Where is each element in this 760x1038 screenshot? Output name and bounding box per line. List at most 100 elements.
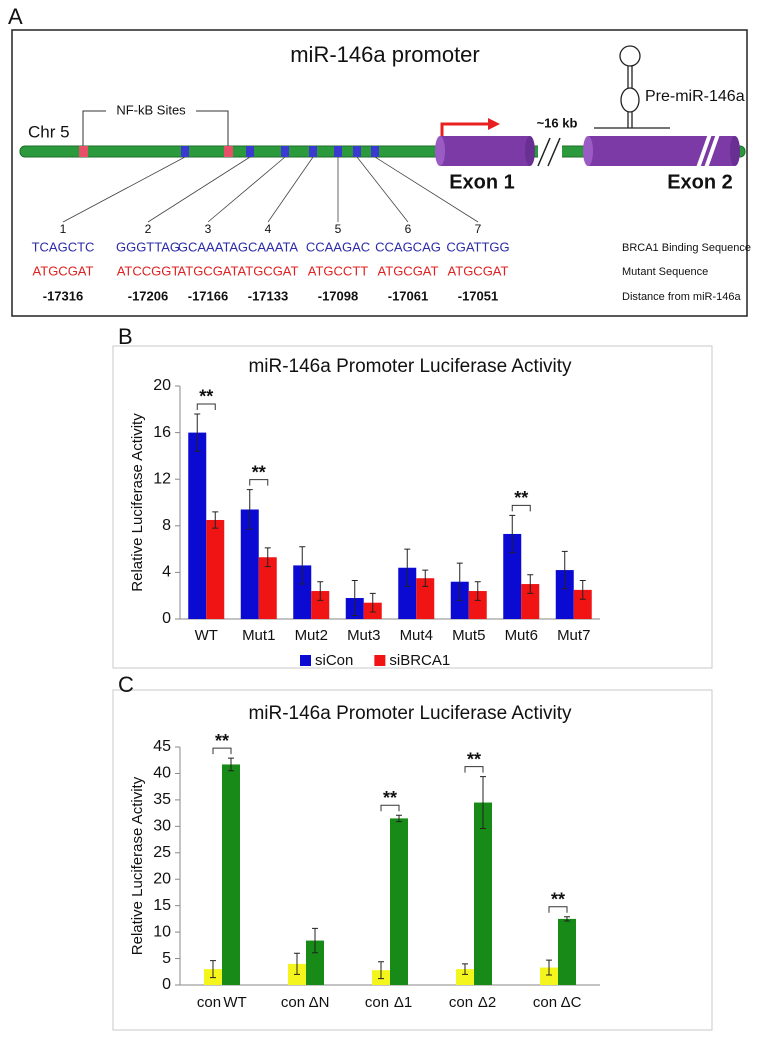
significance-label: ** — [551, 890, 565, 910]
site-number: 1 — [60, 222, 67, 236]
y-tick-label: 15 — [153, 897, 171, 914]
x-tick-label: Mut3 — [347, 627, 380, 644]
y-axis-label: Relative Luciferase Activity — [129, 776, 146, 955]
x-tick-label: Mut2 — [295, 627, 328, 644]
significance-label: ** — [467, 749, 481, 769]
chart-title: miR-146a Promoter Luciferase Activity — [248, 356, 572, 377]
x-tick-label: con — [449, 994, 473, 1011]
legend-swatch — [300, 655, 311, 666]
bar — [558, 919, 576, 985]
legend-label: siCon — [315, 652, 353, 669]
site-distance: -17166 — [188, 288, 228, 303]
legend-swatch — [374, 655, 385, 666]
exon-1-end — [435, 136, 445, 166]
exon-1-end — [525, 136, 535, 166]
nfkb-site — [79, 146, 88, 157]
bar — [188, 433, 206, 619]
site-distance: -17051 — [458, 288, 498, 303]
mutant-sequence: ATGCGAT — [378, 263, 439, 278]
binding-sequence: GCAAATA — [238, 239, 299, 254]
x-tick-label: WT — [195, 627, 218, 644]
site-number: 7 — [475, 222, 482, 236]
binding-site — [309, 146, 317, 157]
y-tick-label: 35 — [153, 791, 171, 808]
binding-site — [371, 146, 379, 157]
hairpin-stem — [628, 66, 632, 88]
site-number: 4 — [265, 222, 272, 236]
panel-label: B — [118, 324, 133, 349]
gap-label: ~16 kb — [537, 115, 578, 130]
y-tick-label: 20 — [153, 377, 171, 394]
y-tick-label: 20 — [153, 870, 171, 887]
hairpin-loop — [621, 88, 639, 112]
site-distance: -17061 — [388, 288, 428, 303]
site-connector — [268, 157, 313, 222]
tss-arrow — [442, 124, 490, 136]
chromosome-label: Chr 5 — [28, 122, 70, 141]
y-tick-label: 4 — [162, 564, 171, 581]
exon-2-end — [730, 136, 740, 166]
x-tick-label: Mut7 — [557, 627, 590, 644]
x-tick-label: Δ2 — [478, 994, 496, 1011]
mutant-sequence: ATGCCTT — [308, 263, 368, 278]
y-tick-label: 8 — [162, 517, 171, 534]
hairpin-loop — [620, 46, 640, 66]
plot-frame — [113, 690, 712, 1030]
x-tick-label: Mut6 — [505, 627, 538, 644]
significance-label: ** — [252, 462, 266, 482]
bar — [390, 818, 408, 985]
y-tick-label: 40 — [153, 765, 171, 782]
x-tick-label: ΔN — [309, 994, 330, 1011]
binding-site — [334, 146, 342, 157]
exon-1-label: Exon 1 — [449, 171, 515, 193]
y-tick-label: 16 — [153, 424, 171, 441]
y-tick-label: 0 — [162, 610, 171, 627]
mutant-sequence: ATGCGAT — [33, 263, 94, 278]
nfkb-site — [224, 146, 233, 157]
exon-1 — [440, 136, 530, 166]
chart-title: miR-146a Promoter Luciferase Activity — [248, 703, 572, 724]
tss-arrowhead — [488, 118, 500, 130]
diagram-title: miR-146a promoter — [290, 42, 480, 67]
x-tick-label: Mut5 — [452, 627, 485, 644]
binding-site — [246, 146, 254, 157]
figure: A miR-146a promoter Chr 5 NF-kB Sites ~1… — [0, 0, 760, 1038]
binding-sequence: GGGTTAG — [116, 239, 180, 254]
significance-label: ** — [383, 788, 397, 808]
binding-site — [353, 146, 361, 157]
site-connector — [208, 157, 285, 222]
site-number: 5 — [335, 222, 342, 236]
mutant-sequence: ATCCGGT — [117, 263, 180, 278]
binding-site — [181, 146, 189, 157]
x-tick-label: con — [365, 994, 389, 1011]
site-connector — [63, 157, 185, 222]
site-connector — [357, 157, 408, 222]
significance-label: ** — [199, 387, 213, 407]
binding-sequence: CGATTGG — [446, 239, 509, 254]
hairpin-stem — [594, 112, 670, 128]
x-tick-label: Mut4 — [400, 627, 433, 644]
y-tick-label: 0 — [162, 976, 171, 993]
site-connector — [148, 157, 250, 222]
page: A miR-146a promoter Chr 5 NF-kB Sites ~1… — [0, 0, 760, 1038]
x-tick-label: WT — [223, 994, 246, 1011]
site-distance: -17098 — [318, 288, 358, 303]
legend-label: siBRCA1 — [389, 652, 450, 669]
y-tick-label: 5 — [162, 950, 171, 967]
bar — [206, 520, 224, 619]
nfkb-label: NF-kB Sites — [116, 102, 186, 117]
x-tick-label: ΔC — [561, 994, 582, 1011]
bar — [474, 803, 492, 985]
x-tick-label: con — [533, 994, 557, 1011]
binding-sequence: GCAAATA — [178, 239, 239, 254]
binding-site — [281, 146, 289, 157]
mutant-sequence: ATGCGAT — [448, 263, 509, 278]
mutant-sequence: ATGCGAT — [238, 263, 299, 278]
mutant-sequence: ATGCGAT — [178, 263, 239, 278]
x-tick-label: Δ1 — [394, 994, 412, 1011]
y-tick-label: 10 — [153, 923, 171, 940]
exon-2-end — [583, 136, 593, 166]
binding-sequence: TCAGCTC — [32, 239, 95, 254]
site-distance: -17316 — [43, 288, 83, 303]
y-tick-label: 30 — [153, 818, 171, 835]
